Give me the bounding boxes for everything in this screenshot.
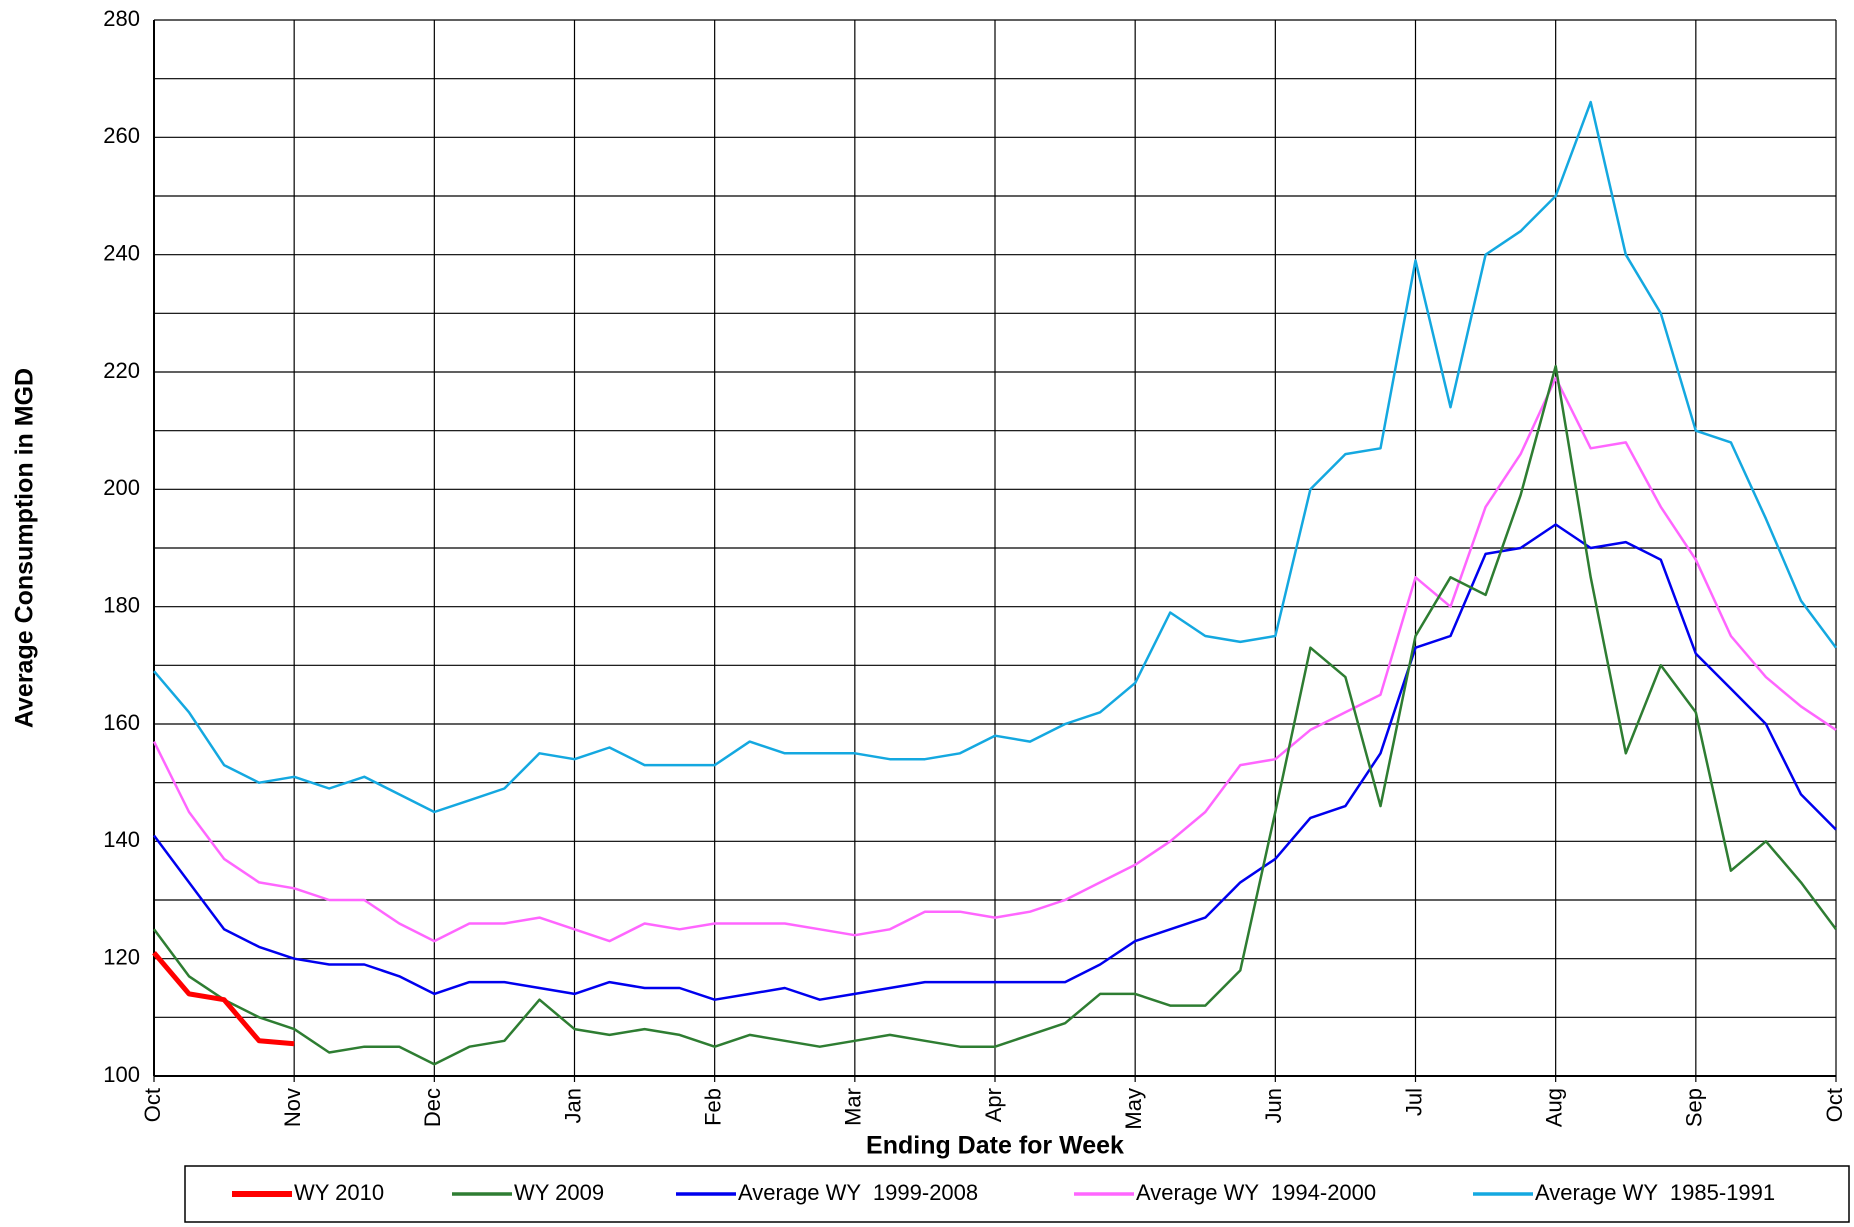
y-tick-label: 280 bbox=[103, 6, 140, 31]
series-line bbox=[152, 364, 1838, 1066]
x-tick-label: Nov bbox=[280, 1088, 305, 1127]
y-tick-label: 160 bbox=[103, 710, 140, 735]
series-line bbox=[152, 376, 1837, 943]
series-line bbox=[152, 523, 1837, 1001]
y-tick-label: 180 bbox=[103, 592, 140, 617]
y-tick-label: 140 bbox=[103, 827, 140, 852]
y-tick-label: 120 bbox=[103, 944, 140, 969]
legend-label: Average WY 1999-2008 bbox=[738, 1180, 978, 1205]
x-tick-label: Jan bbox=[560, 1088, 585, 1123]
x-tick-label: Jun bbox=[1261, 1088, 1286, 1123]
x-tick-label: Oct bbox=[140, 1088, 165, 1122]
y-tick-label: 100 bbox=[103, 1062, 140, 1087]
y-tick-label: 260 bbox=[103, 123, 140, 148]
y-tick-label: 220 bbox=[103, 358, 140, 383]
x-tick-label: Aug bbox=[1541, 1088, 1566, 1127]
x-tick-label: Sep bbox=[1682, 1088, 1707, 1127]
legend-label: WY 2010 bbox=[294, 1180, 384, 1205]
legend-box bbox=[184, 1165, 1850, 1223]
x-tick-label: Feb bbox=[700, 1088, 725, 1126]
x-axis-label: Ending Date for Week bbox=[866, 1132, 1124, 1160]
y-tick-label: 240 bbox=[103, 240, 140, 265]
x-tick-label: Jul bbox=[1401, 1088, 1426, 1116]
legend-label: WY 2009 bbox=[514, 1180, 604, 1205]
x-tick-label: Oct bbox=[1822, 1088, 1847, 1122]
x-tick-label: Mar bbox=[841, 1088, 866, 1126]
x-tick-label: May bbox=[1121, 1088, 1146, 1130]
legend-label: Average WY 1985-1991 bbox=[1535, 1180, 1775, 1205]
series-line bbox=[152, 951, 295, 1047]
x-tick-label: Dec bbox=[420, 1088, 445, 1127]
y-tick-label: 200 bbox=[103, 475, 140, 500]
x-tick-label: Apr bbox=[981, 1088, 1006, 1122]
y-axis-label: Average Consumption in MGD bbox=[11, 368, 39, 728]
legend-label: Average WY 1994-2000 bbox=[1136, 1180, 1376, 1205]
series-line bbox=[153, 100, 1838, 814]
